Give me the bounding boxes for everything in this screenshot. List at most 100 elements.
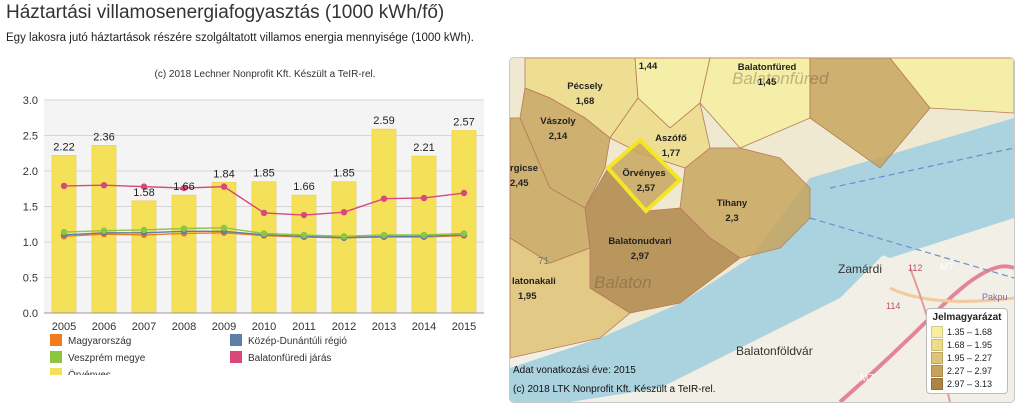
bar — [251, 181, 277, 314]
legend-swatch — [50, 368, 62, 375]
bar-data-label: 1.66 — [293, 181, 314, 193]
label-m7-a: M7 — [940, 262, 954, 273]
map-data-year: Adat vonatkozási éve: 2015 — [513, 365, 636, 376]
series-point — [260, 209, 268, 217]
region-label-balatonfured: Balatonfüred — [738, 62, 797, 73]
series-point — [60, 182, 68, 190]
region-label-balatonakali: latonakali — [512, 276, 556, 287]
y-tick-label: 3.0 — [23, 95, 38, 107]
y-tick-label: 0.0 — [23, 308, 38, 320]
legend-swatch — [230, 351, 242, 363]
bar — [171, 194, 197, 314]
bar-data-label: 2.59 — [373, 115, 394, 127]
y-tick-label: 2.0 — [23, 166, 38, 178]
chart-legend: Magyarország Közép-Dunántúli régió Veszpré… — [50, 334, 347, 375]
series-point — [180, 225, 188, 232]
chart-credit: (c) 2018 Lechner Nonprofit Kft. Készült … — [154, 69, 375, 80]
series-point — [260, 230, 268, 237]
series-point — [100, 227, 108, 234]
legend-label: Veszprém megye — [68, 353, 146, 364]
x-tick-label: 2014 — [412, 321, 436, 333]
legend-swatch — [230, 334, 242, 346]
x-tick-label: 2007 — [132, 321, 156, 333]
map-legend-label: 1.95 – 2.27 — [947, 352, 993, 363]
x-tick-label: 2010 — [252, 321, 276, 333]
bar — [211, 182, 237, 314]
lake-water-channel — [510, 233, 890, 402]
region-value-balatonudvari: 2,97 — [631, 251, 650, 262]
x-tick-label: 2011 — [292, 321, 316, 333]
series-point — [60, 228, 68, 236]
series-point — [180, 184, 188, 192]
region-balatonfured[interactable] — [699, 58, 811, 149]
ferry-line-2 — [829, 147, 1014, 189]
bar-data-label: 2.21 — [413, 142, 434, 154]
x-tick-label: 2006 — [92, 321, 116, 333]
bar-data-label: 2.36 — [93, 131, 114, 143]
series-point — [140, 183, 148, 190]
series-point — [300, 231, 308, 239]
series-point — [380, 195, 388, 202]
series-point — [460, 189, 468, 197]
region-value-orvenyes: 2,57 — [637, 183, 656, 194]
region-label-balatonudvari: Balatonudvari — [608, 236, 671, 247]
bar-data-label: 1.58 — [133, 187, 154, 199]
map-legend-rows: 1.35 – 1.68 1.68 – 1.95 1.95 – 2.27 2.27 – … — [931, 325, 1003, 390]
page-title: Háztartási villamosenergiafogyasztás (10… — [6, 2, 445, 23]
series-point — [340, 233, 348, 240]
region-label-aszofo: Aszófő — [655, 133, 687, 144]
selected-region-outline — [605, 137, 683, 214]
region-value-pecsely: 1,68 — [576, 96, 595, 107]
series-point — [220, 183, 228, 190]
map-legend-title: Jelmagyarázat — [932, 312, 1002, 323]
region-value-1-44: 1,44 — [639, 61, 658, 72]
x-tick-label: 2015 — [452, 321, 476, 333]
y-tick-label: 1.5 — [23, 202, 38, 214]
legend-swatch — [50, 351, 62, 363]
legend-label: Balatonfüredi járás — [248, 353, 331, 364]
map-legend: Jelmagyarázat 1.35 – 1.68 1.68 – 1.95 1.95… — [926, 308, 1008, 394]
label-road-114: 114 — [886, 301, 900, 311]
series-point — [340, 208, 348, 216]
map-panel[interactable]: Zamárdi Balatonföldvár Balatonfüred Bala… — [509, 57, 1015, 403]
label-road-71: 71 — [538, 256, 550, 267]
map-legend-item: 2.97 – 3.13 — [931, 377, 1003, 390]
region-east-pale[interactable] — [889, 58, 1014, 114]
bar-data-label: 1.84 — [213, 168, 234, 180]
map-legend-swatch — [931, 364, 943, 377]
y-axis-ticks: 0.0 0.5 1.0 1.5 2.0 2.5 3.0 — [23, 95, 38, 320]
legend-swatch — [50, 334, 62, 346]
region-value-tihany: 2,3 — [725, 213, 738, 224]
map-legend-item: 1.35 – 1.68 — [931, 325, 1003, 338]
label-road-112: 112 — [908, 263, 922, 273]
x-tick-label: 2012 — [332, 321, 356, 333]
map-legend-item: 2.27 – 2.97 — [931, 364, 1003, 377]
map-legend-label: 2.27 – 2.97 — [947, 365, 993, 376]
series-point — [140, 226, 148, 234]
label-balatonfured-bg: Balatonfüred — [732, 69, 829, 88]
map-canvas[interactable]: Zamárdi Balatonföldvár Balatonfüred Bala… — [510, 58, 1014, 402]
region-value-vaszoly: 2,14 — [549, 131, 568, 142]
map-legend-item: 1.95 – 2.27 — [931, 351, 1003, 364]
region-balatonakali[interactable] — [510, 237, 631, 359]
map-legend-swatch — [931, 338, 943, 351]
region-east-dark[interactable] — [809, 58, 931, 169]
y-tick-label: 0.5 — [23, 273, 38, 285]
x-tick-label: 2005 — [52, 321, 76, 333]
x-axis-ticks: 2005 2006 2007 2008 2009 2010 2011 2012 2013 2014… — [44, 312, 484, 333]
region-labels: Pécsely 1,68 1,44 Balatonfüred 1,45 Vász… — [510, 61, 796, 302]
map-legend-label: 2.97 – 3.13 — [947, 378, 993, 389]
map-legend-item: 1.68 – 1.95 — [931, 338, 1003, 351]
legend-label: Magyarország — [68, 336, 131, 347]
label-zamardi: Zamárdi — [838, 262, 882, 276]
ferry-line — [809, 217, 1014, 279]
region-value-balatonakali: 1,95 — [518, 291, 537, 302]
map-legend-label: 1.68 – 1.95 — [947, 339, 993, 350]
bar-data-labels: 2.22 2.36 1.58 1.66 1.84 1.85 1.66 1.85 2.59 2.21… — [53, 115, 474, 199]
region-label-vaszoly: Vászoly — [540, 116, 576, 127]
bar-data-label: 2.22 — [53, 141, 74, 153]
map-legend-swatch — [931, 377, 943, 390]
x-tick-label: 2008 — [172, 321, 196, 333]
map-credit: (c) 2018 LTK Nonprofit Kft. Készült a Te… — [513, 384, 716, 395]
region-value-gicse: 2,45 — [510, 178, 529, 189]
